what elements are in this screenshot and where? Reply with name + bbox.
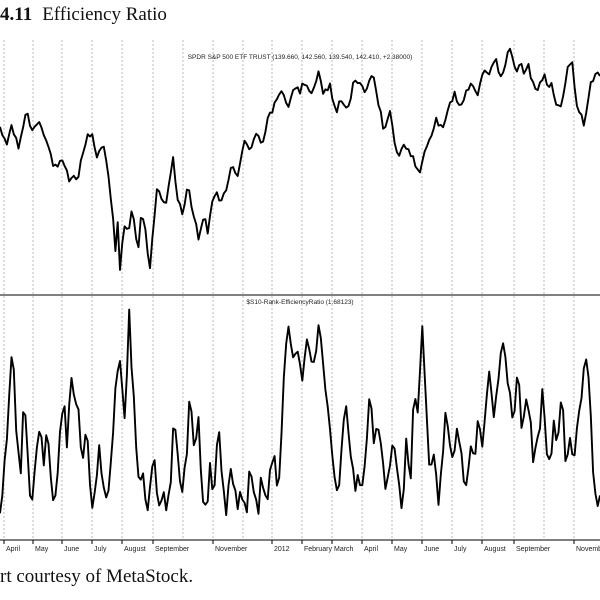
x-tick-label-2: June <box>64 546 79 553</box>
panel-title-2: $S10-Rank-EfficiencyRatio (1.68123) <box>246 299 353 306</box>
figure-title-text: Efficiency Ratio <box>42 4 167 25</box>
chart-area: SPDR S&P 500 ETF TRUST (139.660, 142.560… <box>0 40 600 555</box>
x-tick-label-12: June <box>424 546 439 553</box>
figure-title: 4.11 Efficiency Ratio <box>0 4 167 26</box>
figure-number: 4.11 <box>0 4 33 25</box>
figure-caption: rt courtesy of MetaStock. <box>0 566 194 587</box>
series-line-2 <box>0 308 600 517</box>
x-tick-label-5: September <box>155 546 190 553</box>
x-tick-label-6: November <box>215 546 248 553</box>
x-tick-label-14: August <box>484 546 506 553</box>
panel-title-1: SPDR S&P 500 ETF TRUST (139.660, 142.560… <box>188 54 413 61</box>
x-tick-label-1: May <box>35 546 49 553</box>
x-tick-label-15: September <box>516 546 551 553</box>
x-tick-label-7: 2012 <box>274 546 290 553</box>
x-tick-label-9: March <box>334 546 354 553</box>
x-tick-label-8: February <box>304 546 333 553</box>
x-tick-label-3: July <box>94 546 107 553</box>
x-tick-label-13: July <box>454 546 467 553</box>
chart-svg: SPDR S&P 500 ETF TRUST (139.660, 142.560… <box>0 40 600 553</box>
series-line-1 <box>0 47 600 271</box>
x-tick-label-0: April <box>6 546 20 553</box>
x-tick-label-11: May <box>394 546 408 553</box>
x-tick-label-16: November <box>576 546 600 553</box>
x-tick-label-4: August <box>124 546 146 553</box>
x-tick-label-10: April <box>364 546 378 553</box>
